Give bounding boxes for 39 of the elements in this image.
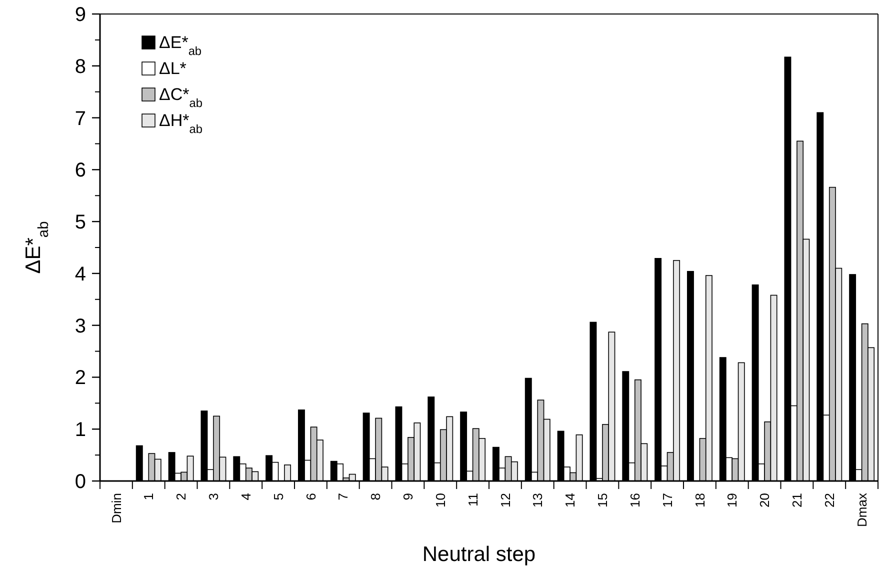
- legend-label: ΔH*$_{ab}$: [159, 111, 203, 136]
- y-tick-label: 9: [74, 4, 86, 26]
- y-tick-label: 2: [74, 367, 86, 390]
- y-tick-label: 8: [74, 56, 86, 78]
- y-tick-label: 4: [74, 263, 86, 286]
- legend-label: ΔL*: [159, 59, 187, 78]
- y-tick-label: 0: [74, 471, 86, 493]
- x-tick-label: 3: [206, 493, 222, 500]
- y-tick-label: 3: [74, 315, 86, 338]
- x-tick-label: 16: [627, 493, 642, 508]
- legend-label: ΔE*$_{ab}$: [159, 33, 202, 58]
- x-tick-label: 9: [400, 493, 416, 500]
- x-tick-label: 12: [498, 493, 513, 508]
- x-tick-label: 10: [432, 493, 448, 508]
- x-tick-label: 7: [336, 493, 351, 500]
- x-tick-label: 4: [238, 493, 254, 500]
- x-tick-label: 11: [465, 493, 480, 506]
- x-tick-label: 6: [303, 493, 318, 500]
- x-tick-label: 17: [660, 493, 675, 508]
- x-tick-label: 5: [270, 493, 286, 500]
- y-tick-label: 7: [74, 108, 86, 130]
- x-axis-title: Neutral step: [422, 543, 536, 566]
- x-tick-label: 14: [562, 493, 578, 508]
- x-tick-label: 21: [790, 493, 805, 508]
- x-tick-label: 13: [530, 493, 546, 508]
- x-tick-label: 22: [822, 493, 837, 508]
- x-tick-label: 18: [692, 493, 708, 508]
- y-tick-label: 1: [74, 419, 86, 442]
- x-tick-label: 15: [595, 493, 610, 508]
- x-tick-label: Dmin: [108, 493, 124, 524]
- x-tick-label: 2: [174, 493, 189, 500]
- legend-label: ΔC*$_{ab}$: [159, 85, 203, 110]
- x-tick-label: 8: [368, 493, 384, 500]
- y-tick-label: 6: [74, 160, 86, 182]
- x-tick-label: Dmax: [854, 492, 870, 527]
- x-tick-label: 1: [141, 493, 156, 500]
- x-tick-label: 19: [724, 493, 740, 508]
- x-tick-label: 20: [757, 493, 772, 508]
- y-tick-label: 5: [74, 212, 86, 234]
